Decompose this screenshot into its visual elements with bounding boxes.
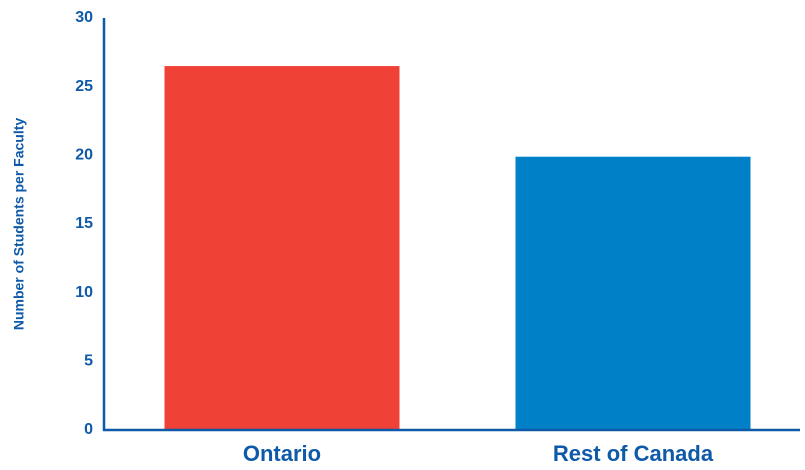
y-axis-ticks: 0 5 10 15 20 25 30 xyxy=(75,9,93,438)
bar-ontario xyxy=(164,66,400,431)
x-axis-labels: Ontario Rest of Canada xyxy=(243,441,714,466)
x-category-label-ontario: Ontario xyxy=(243,441,321,466)
y-axis-title-group: Number of Students per Faculty xyxy=(11,118,27,331)
y-tick-label-30: 30 xyxy=(75,9,93,26)
y-axis-title: Number of Students per Faculty xyxy=(11,118,27,331)
bar-rest-of-canada xyxy=(515,156,751,430)
y-tick-label-5: 5 xyxy=(84,353,93,370)
y-tick-label-20: 20 xyxy=(75,147,93,164)
y-tick-label-15: 15 xyxy=(75,215,93,232)
y-tick-label-10: 10 xyxy=(75,284,93,301)
bars xyxy=(164,66,751,431)
y-tick-label-0: 0 xyxy=(84,421,93,438)
y-tick-label-25: 25 xyxy=(75,78,93,95)
x-category-label-rest-of-canada: Rest of Canada xyxy=(553,441,714,466)
